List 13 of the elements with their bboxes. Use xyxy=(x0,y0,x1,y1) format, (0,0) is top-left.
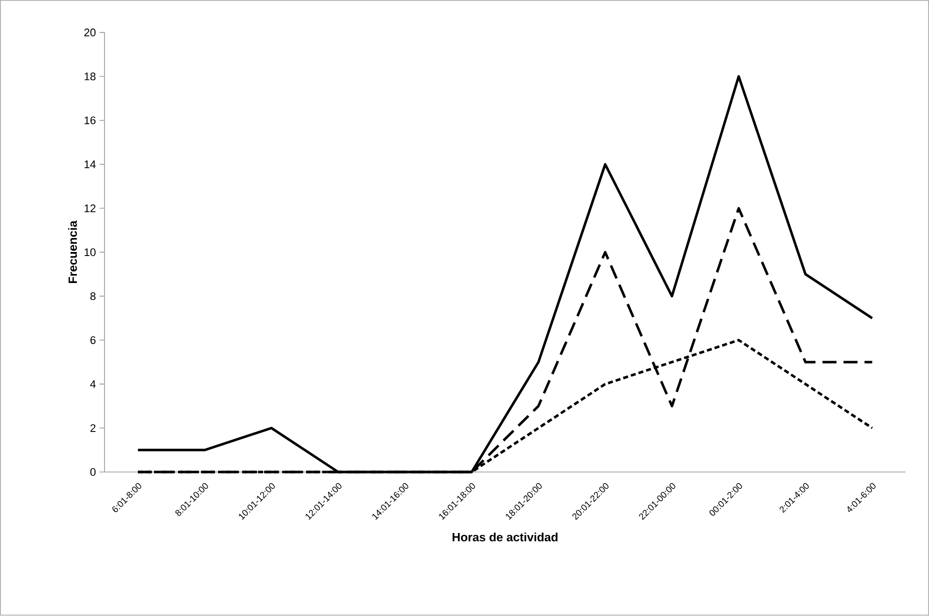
y-tick-label: 18 xyxy=(84,72,96,80)
y-tick-label: 4 xyxy=(90,380,96,388)
y-tick-label: 14 xyxy=(84,160,96,168)
y-axis-title: Frecuencia xyxy=(68,220,77,284)
y-tick-label: 6 xyxy=(90,336,96,344)
y-tick-label: 16 xyxy=(84,116,96,124)
y-tick-label: 20 xyxy=(84,28,96,37)
y-tick-label: 0 xyxy=(90,468,96,476)
y-tick-label: 12 xyxy=(84,204,96,212)
y-tick-label: 10 xyxy=(84,248,96,256)
x-axis-title: Horas de actividad xyxy=(452,532,558,542)
y-tick-label: 2 xyxy=(90,424,96,432)
y-tick-label: 8 xyxy=(90,292,96,300)
